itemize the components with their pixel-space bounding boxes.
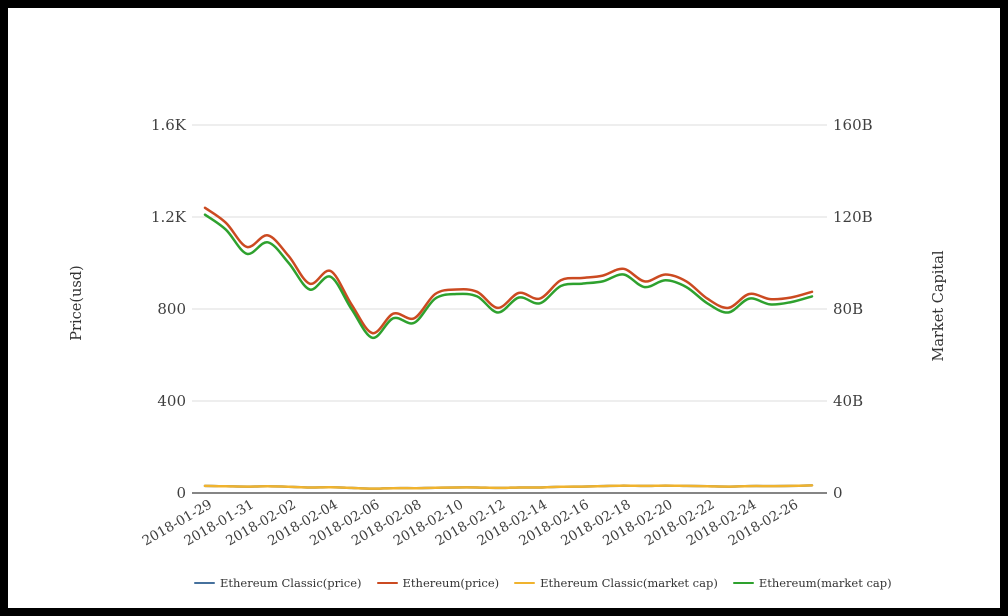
legend-item-ethereum-classic-market-cap: Ethereum Classic(market cap) [514, 576, 718, 590]
y-tick-label-right: 80B [833, 300, 863, 318]
y-axis-title-market-capital: Market Capital [931, 250, 947, 362]
y-axis-title-price: Price(usd) [69, 265, 85, 341]
legend-item-ethereum-price: Ethereum(price) [376, 576, 500, 590]
y-tick-label-left: 800 [157, 300, 186, 318]
legend-swatch-icon [194, 581, 215, 585]
y-tick-label-left: 400 [157, 392, 186, 410]
y-tick-label-right: 40B [833, 392, 863, 410]
legend-label: Ethereum(price) [402, 576, 500, 590]
legend-swatch-icon [376, 581, 398, 585]
y-tick-label-right: 120B [833, 208, 873, 226]
series-line-ethereum-classic-market-cap [203, 484, 814, 490]
legend-label: Ethereum(market cap) [758, 576, 892, 590]
legend-item-ethereum-classic-price: Ethereum Classic(price) [194, 576, 362, 590]
y-tick-label-right: 160B [833, 116, 873, 134]
y-tick-label-right: 0 [833, 484, 843, 502]
legend-swatch-icon [732, 581, 754, 585]
legend-label: Ethereum Classic(market cap) [540, 576, 718, 590]
legend-swatch-icon [514, 581, 536, 585]
y-tick-label-left: 0 [176, 484, 186, 502]
series-line-ethereum-price [203, 206, 814, 335]
y-tick-label-left: 1.6K [151, 116, 187, 134]
legend-label: Ethereum Classic(price) [220, 576, 362, 590]
legend: Ethereum Classic(price) Ethereum(price) … [194, 576, 892, 590]
legend-item-ethereum-market-cap: Ethereum(market cap) [732, 576, 892, 590]
y-tick-label-left: 1.2K [151, 208, 187, 226]
series-line-ethereum-market-cap [203, 213, 814, 340]
